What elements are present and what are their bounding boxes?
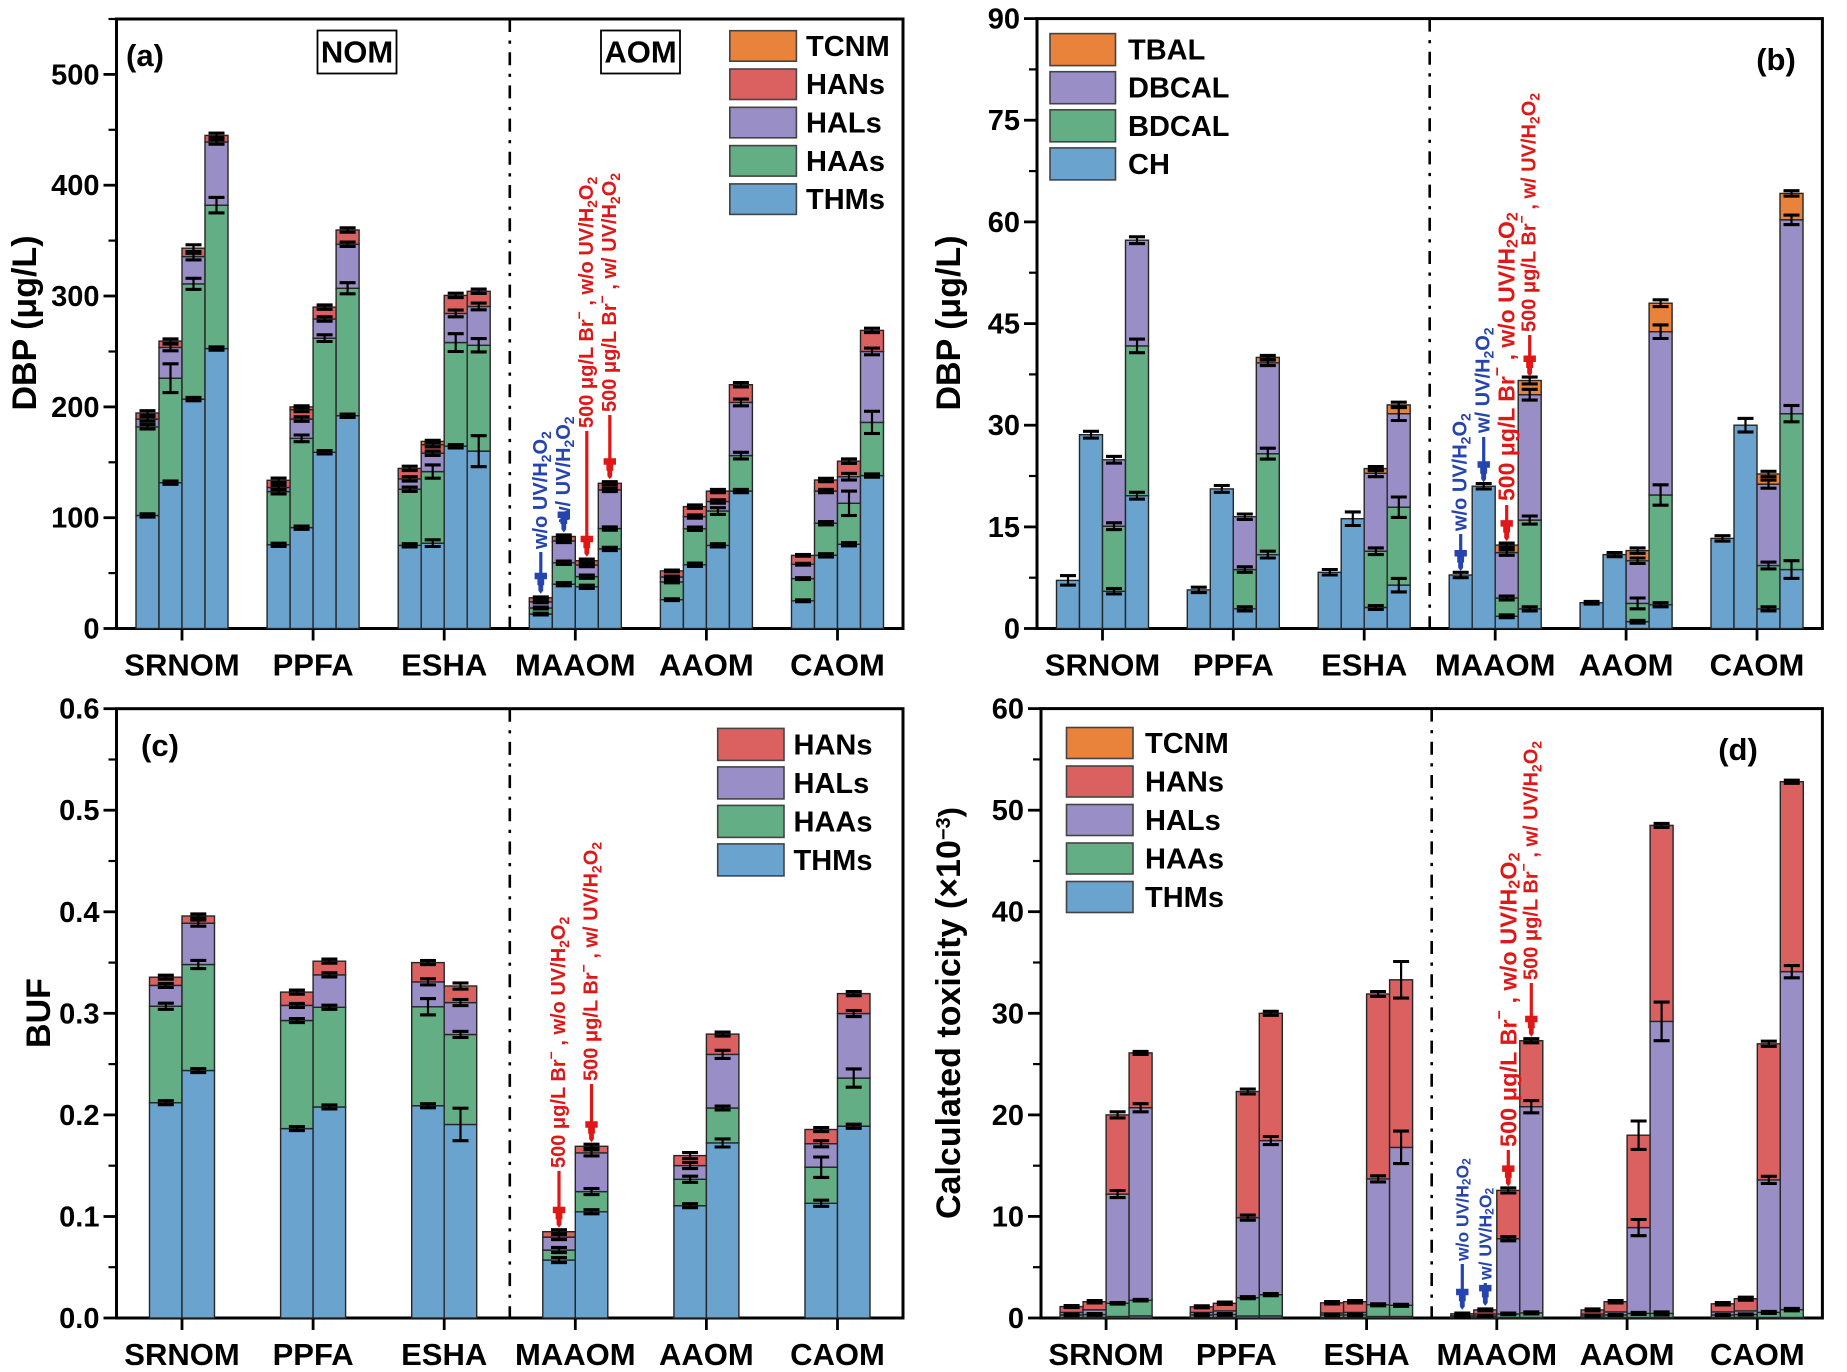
svg-text:PPFA: PPFA xyxy=(273,1337,354,1372)
svg-text:SRNOM: SRNOM xyxy=(124,648,239,683)
svg-text:CAOM: CAOM xyxy=(790,1337,885,1372)
svg-text:500 μg/L Br− , w/ UV/H2O2: 500 μg/L Br− , w/ UV/H2O2 xyxy=(1515,741,1544,980)
svg-text:MAAOM: MAAOM xyxy=(515,648,636,683)
svg-text:0.0: 0.0 xyxy=(59,1303,99,1335)
svg-text:PPFA: PPFA xyxy=(1196,1337,1277,1372)
svg-text:0: 0 xyxy=(83,614,99,646)
svg-text:(b): (b) xyxy=(1756,42,1796,77)
svg-text:MAAOM: MAAOM xyxy=(515,1337,636,1372)
svg-text:CH: CH xyxy=(1128,149,1170,181)
svg-text:0.3: 0.3 xyxy=(59,998,99,1030)
svg-text:w/o UV/H2O2: w/o UV/H2O2 xyxy=(1452,1158,1473,1262)
svg-text:500 μg/L Br− , w/ UV/H2O2: 500 μg/L Br− , w/ UV/H2O2 xyxy=(594,173,623,412)
svg-text:HAAs: HAAs xyxy=(794,806,873,838)
svg-text:TCNM: TCNM xyxy=(1145,728,1229,760)
svg-text:AOM: AOM xyxy=(604,35,676,70)
svg-text:HAAs: HAAs xyxy=(806,146,885,178)
svg-text:TBAL: TBAL xyxy=(1128,35,1205,67)
svg-text:w/ UV/H2O2: w/ UV/H2O2 xyxy=(1473,327,1497,434)
svg-text:15: 15 xyxy=(988,512,1020,544)
svg-text:Calculated toxicity (×10−3): Calculated toxicity (×10−3) xyxy=(930,807,968,1219)
svg-text:DBCAL: DBCAL xyxy=(1128,73,1230,105)
svg-text:400: 400 xyxy=(51,170,99,202)
svg-text:BUF: BUF xyxy=(20,978,58,1048)
svg-text:30: 30 xyxy=(988,410,1020,442)
svg-text:HALs: HALs xyxy=(806,108,882,140)
svg-text:200: 200 xyxy=(51,392,99,424)
svg-text:0: 0 xyxy=(1004,614,1020,646)
svg-text:60: 60 xyxy=(988,207,1020,239)
svg-text:45: 45 xyxy=(988,309,1020,341)
svg-text:500: 500 xyxy=(51,59,99,91)
svg-text:ESHA: ESHA xyxy=(1324,1337,1410,1372)
svg-text:(a): (a) xyxy=(126,38,164,73)
svg-text:THMs: THMs xyxy=(1145,882,1224,914)
svg-text:10: 10 xyxy=(992,1201,1024,1233)
svg-text:0.4: 0.4 xyxy=(59,897,99,929)
svg-text:w/ UV/H2O2: w/ UV/H2O2 xyxy=(1475,1188,1496,1281)
svg-text:500 μg/L Br− , w/ UV/H2O2: 500 μg/L Br− , w/ UV/H2O2 xyxy=(1514,93,1543,332)
svg-text:100: 100 xyxy=(51,503,99,535)
svg-text:DBP (μg/L): DBP (μg/L) xyxy=(930,235,968,410)
svg-text:CAOM: CAOM xyxy=(1710,1337,1805,1372)
svg-text:TCNM: TCNM xyxy=(806,31,890,63)
svg-text:HANs: HANs xyxy=(1145,767,1224,799)
svg-text:(c): (c) xyxy=(141,728,179,763)
svg-text:HALs: HALs xyxy=(794,768,870,800)
svg-text:PPFA: PPFA xyxy=(1193,648,1274,683)
svg-text:0.2: 0.2 xyxy=(59,1100,99,1132)
svg-text:HAAs: HAAs xyxy=(1145,844,1224,876)
svg-text:75: 75 xyxy=(988,105,1020,137)
svg-text:500 μg/L Br− , w/o UV/H2O2: 500 μg/L Br− , w/o UV/H2O2 xyxy=(1491,852,1523,1147)
svg-text:30: 30 xyxy=(992,998,1024,1030)
svg-text:HANs: HANs xyxy=(806,69,885,101)
svg-text:SRNOM: SRNOM xyxy=(1045,648,1160,683)
svg-text:500 μg/L Br− , w/o UV/H2O2: 500 μg/L Br− , w/o UV/H2O2 xyxy=(543,917,572,1169)
svg-text:BDCAL: BDCAL xyxy=(1128,111,1230,143)
svg-text:ESHA: ESHA xyxy=(401,1337,487,1372)
svg-text:ESHA: ESHA xyxy=(1321,648,1407,683)
svg-text:CAOM: CAOM xyxy=(790,648,885,683)
svg-text:500 μg/L Br− , w/o UV/H2O2: 500 μg/L Br− , w/o UV/H2O2 xyxy=(1489,212,1521,501)
svg-text:AAOM: AAOM xyxy=(659,648,754,683)
svg-text:AAOM: AAOM xyxy=(1579,648,1674,683)
svg-text:500 μg/L Br− , w/ UV/H2O2: 500 μg/L Br− , w/ UV/H2O2 xyxy=(576,842,605,1081)
svg-text:AAOM: AAOM xyxy=(1580,1337,1675,1372)
svg-text:20: 20 xyxy=(992,1100,1024,1132)
svg-text:500 μg/L Br− , w/o UV/H2O2: 500 μg/L Br− , w/o UV/H2O2 xyxy=(571,177,600,429)
svg-text:THMs: THMs xyxy=(794,845,873,877)
svg-text:90: 90 xyxy=(988,4,1020,36)
svg-text:DBP (μg/L): DBP (μg/L) xyxy=(6,235,44,410)
svg-text:NOM: NOM xyxy=(321,35,393,70)
svg-text:w/o UV/H2O2: w/o UV/H2O2 xyxy=(530,431,554,550)
svg-text:MAAOM: MAAOM xyxy=(1437,1337,1558,1372)
svg-text:50: 50 xyxy=(992,795,1024,827)
svg-text:0.1: 0.1 xyxy=(59,1202,99,1234)
svg-text:0.5: 0.5 xyxy=(59,795,99,827)
svg-text:0.6: 0.6 xyxy=(59,694,99,726)
svg-text:40: 40 xyxy=(992,897,1024,929)
svg-text:MAAOM: MAAOM xyxy=(1435,648,1556,683)
svg-text:THMs: THMs xyxy=(806,184,885,216)
svg-text:0: 0 xyxy=(1008,1303,1024,1335)
svg-text:w/ UV/H2O2: w/ UV/H2O2 xyxy=(553,416,577,523)
svg-text:ESHA: ESHA xyxy=(401,648,487,683)
svg-text:AAOM: AAOM xyxy=(659,1337,754,1372)
svg-text:PPFA: PPFA xyxy=(273,648,354,683)
svg-text:SRNOM: SRNOM xyxy=(1048,1337,1163,1372)
svg-text:HANs: HANs xyxy=(794,729,873,761)
svg-text:w/o UV/H2O2: w/o UV/H2O2 xyxy=(1450,413,1474,532)
svg-text:CAOM: CAOM xyxy=(1710,648,1805,683)
svg-text:SRNOM: SRNOM xyxy=(124,1337,239,1372)
svg-text:60: 60 xyxy=(992,694,1024,726)
svg-text:(d): (d) xyxy=(1718,732,1758,767)
svg-text:HALs: HALs xyxy=(1145,805,1221,837)
svg-text:300: 300 xyxy=(51,281,99,313)
